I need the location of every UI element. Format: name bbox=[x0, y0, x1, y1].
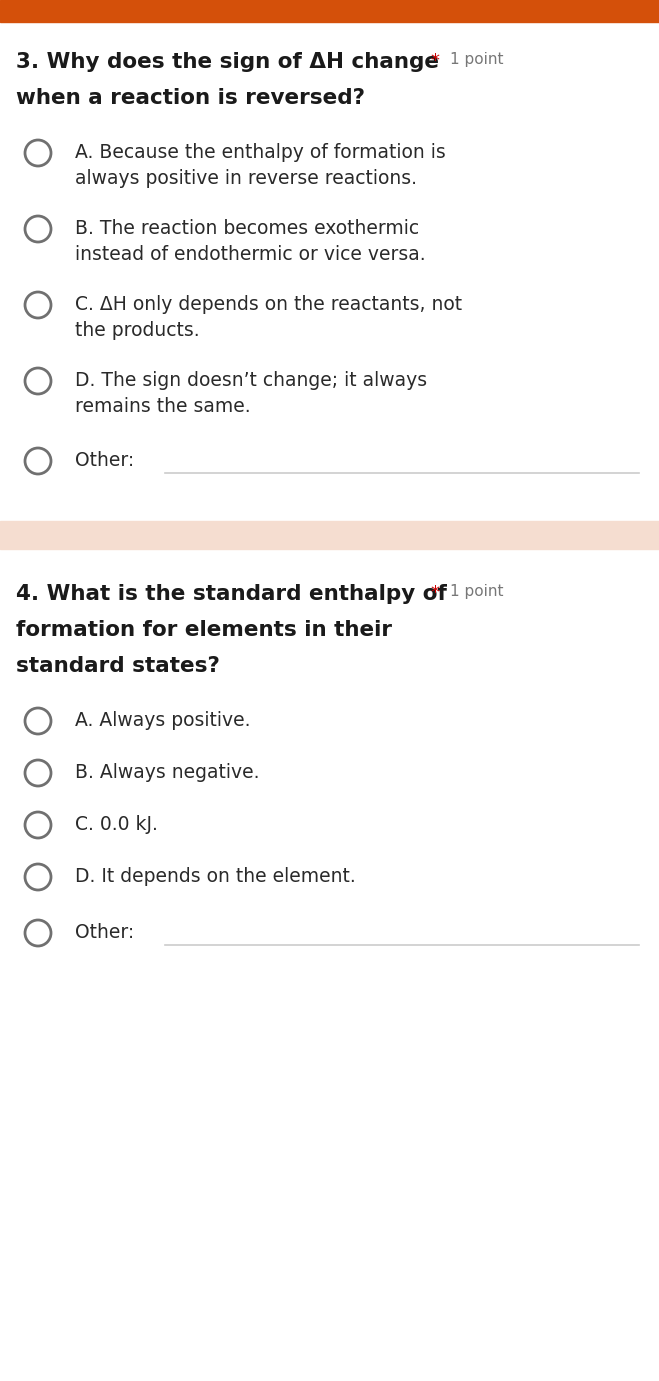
Text: *: * bbox=[430, 584, 439, 602]
Text: D. The sign doesn’t change; it always: D. The sign doesn’t change; it always bbox=[75, 371, 427, 389]
Text: C. ΔH only depends on the reactants, not: C. ΔH only depends on the reactants, not bbox=[75, 296, 462, 313]
Text: A. Because the enthalpy of formation is: A. Because the enthalpy of formation is bbox=[75, 144, 445, 162]
Text: the products.: the products. bbox=[75, 320, 200, 340]
Text: 1 point: 1 point bbox=[450, 52, 503, 68]
Text: 1 point: 1 point bbox=[450, 584, 503, 599]
Text: *: * bbox=[430, 52, 439, 70]
Text: B. Always negative.: B. Always negative. bbox=[75, 762, 260, 782]
Text: when a reaction is reversed?: when a reaction is reversed? bbox=[16, 88, 365, 108]
Bar bbox=[0, 521, 659, 550]
Text: standard states?: standard states? bbox=[16, 656, 220, 677]
Text: 4. What is the standard enthalpy of: 4. What is the standard enthalpy of bbox=[16, 584, 447, 603]
Text: Other:: Other: bbox=[75, 452, 134, 470]
Text: remains the same.: remains the same. bbox=[75, 396, 250, 416]
Text: C. 0.0 kJ.: C. 0.0 kJ. bbox=[75, 815, 158, 834]
Text: Other:: Other: bbox=[75, 923, 134, 942]
Text: always positive in reverse reactions.: always positive in reverse reactions. bbox=[75, 168, 417, 188]
Text: formation for elements in their: formation for elements in their bbox=[16, 620, 392, 639]
Text: 3. Why does the sign of ΔH change: 3. Why does the sign of ΔH change bbox=[16, 52, 439, 72]
Text: instead of endothermic or vice versa.: instead of endothermic or vice versa. bbox=[75, 244, 426, 264]
Text: A. Always positive.: A. Always positive. bbox=[75, 711, 250, 731]
Text: B. The reaction becomes exothermic: B. The reaction becomes exothermic bbox=[75, 220, 419, 238]
Text: D. It depends on the element.: D. It depends on the element. bbox=[75, 867, 356, 887]
Bar bbox=[0, 0, 659, 22]
